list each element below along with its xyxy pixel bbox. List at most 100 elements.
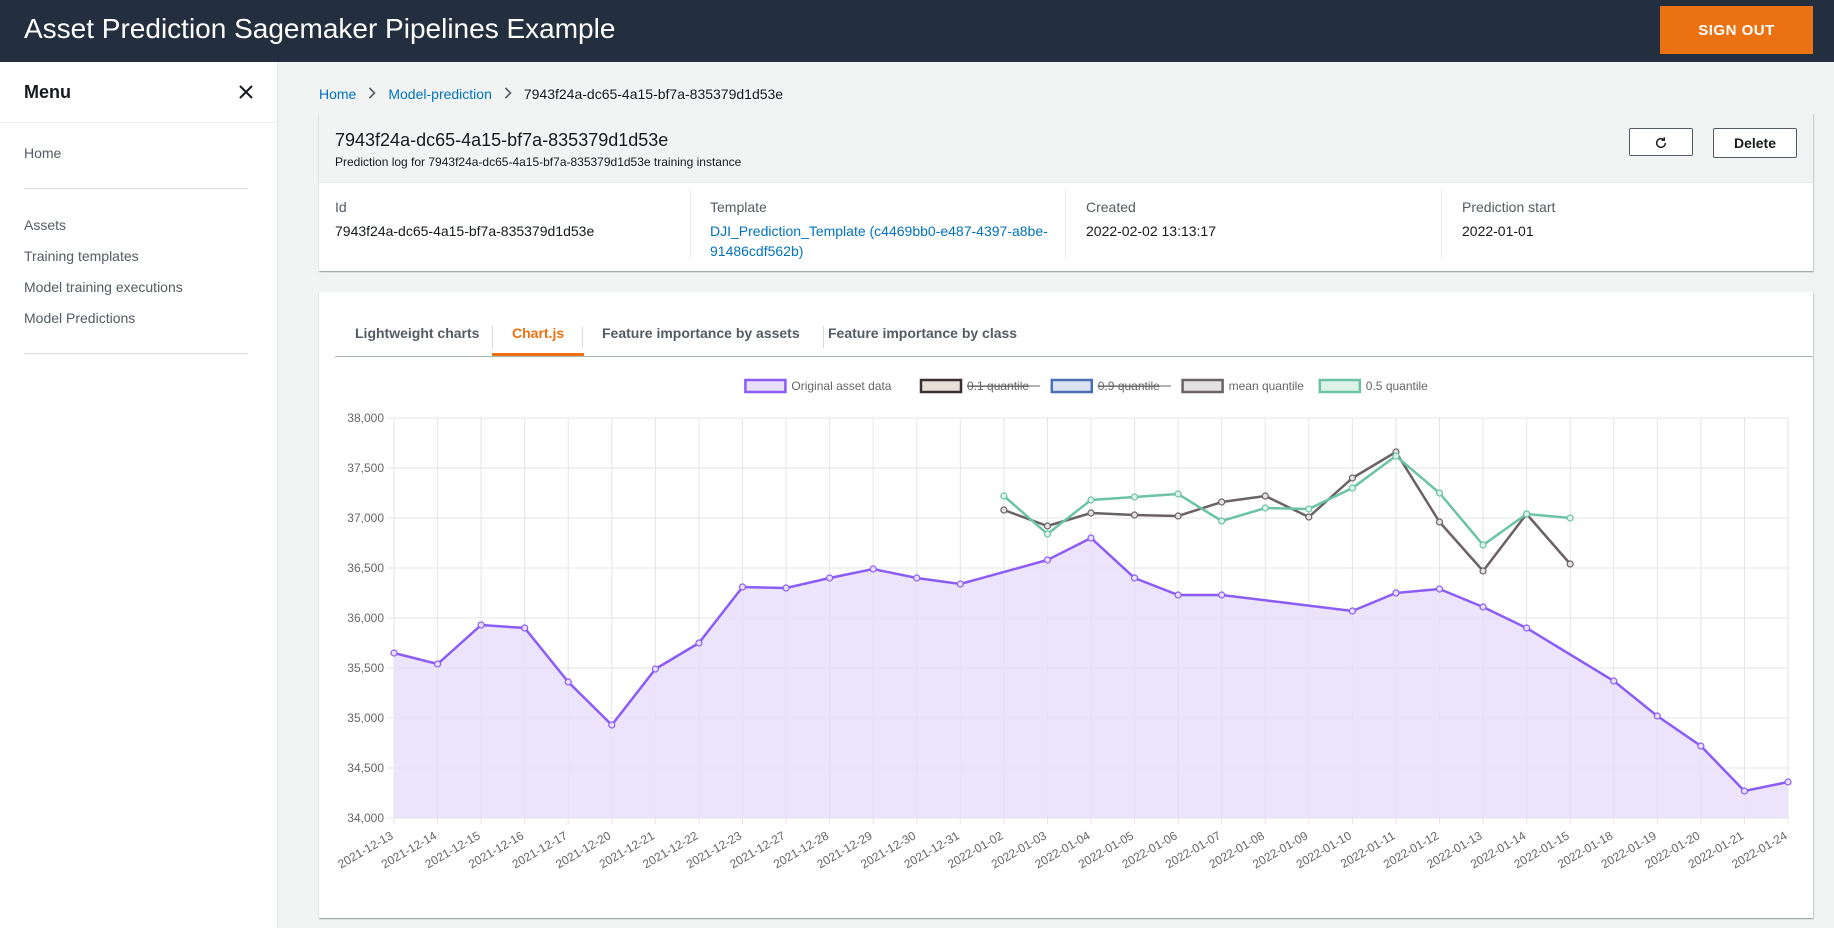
y-tick-label: 35,500 bbox=[347, 661, 384, 675]
data-point bbox=[390, 649, 398, 657]
tab-feature-importance-class[interactable]: Feature importance by class bbox=[828, 325, 1018, 341]
tab-divider bbox=[492, 326, 493, 348]
field-created: Created 2022-02-02 13:13:17 bbox=[1086, 199, 1216, 241]
sidebar-item-model-training-executions[interactable]: Model training executions bbox=[24, 279, 183, 295]
y-tick-label: 34,000 bbox=[347, 811, 384, 825]
legend-label: Original asset data bbox=[791, 379, 891, 393]
legend-swatch bbox=[1181, 378, 1224, 394]
breadcrumb: Home Model-prediction 7943f24a-dc65-4a15… bbox=[319, 84, 783, 104]
nav-divider bbox=[24, 188, 248, 189]
field-prediction-start: Prediction start 2022-01-01 bbox=[1462, 199, 1555, 241]
field-template: Template DJI_Prediction_Template (c4469b… bbox=[710, 199, 1050, 261]
data-point bbox=[956, 580, 964, 588]
data-point bbox=[1479, 567, 1487, 575]
data-point bbox=[826, 574, 834, 582]
data-point bbox=[1218, 498, 1226, 506]
menu-divider bbox=[0, 122, 278, 123]
data-point bbox=[913, 574, 921, 582]
data-point bbox=[695, 639, 703, 647]
tab-underline bbox=[335, 356, 1813, 357]
sidebar-item-assets[interactable]: Assets bbox=[24, 217, 67, 233]
y-tick-label: 36,000 bbox=[347, 611, 384, 625]
data-point bbox=[1000, 506, 1008, 514]
data-point bbox=[1435, 489, 1444, 497]
refresh-icon bbox=[1655, 137, 1667, 149]
y-tick-label: 37,000 bbox=[347, 511, 384, 525]
close-icon[interactable] bbox=[234, 80, 258, 104]
nav-divider bbox=[24, 353, 248, 354]
data-point bbox=[1000, 492, 1008, 500]
sidebar: Menu Home Assets Training templates Mode… bbox=[0, 62, 278, 928]
column-divider bbox=[690, 189, 691, 259]
sign-out-button[interactable]: SIGN OUT bbox=[1660, 6, 1813, 54]
legend-swatch bbox=[919, 378, 963, 394]
data-point bbox=[1784, 778, 1792, 786]
sidebar-item-training-templates[interactable]: Training templates bbox=[24, 248, 139, 264]
data-point bbox=[1348, 474, 1356, 482]
data-point bbox=[521, 624, 529, 632]
delete-button[interactable]: Delete bbox=[1713, 128, 1797, 158]
top-bar: Asset Prediction Sagemaker Pipelines Exa… bbox=[0, 0, 1834, 62]
y-tick-label: 38,000 bbox=[347, 411, 384, 425]
data-point bbox=[1261, 504, 1269, 512]
chart-card: Lightweight charts Chart.js Feature impo… bbox=[319, 292, 1813, 918]
data-point bbox=[1043, 556, 1052, 564]
legend-swatch bbox=[744, 378, 787, 394]
tab-chartjs[interactable]: Chart.js bbox=[492, 316, 585, 356]
data-point bbox=[1348, 484, 1356, 492]
tab-feature-importance-assets[interactable]: Feature importance by assets bbox=[602, 325, 800, 341]
data-point bbox=[1218, 591, 1226, 599]
data-point bbox=[1523, 510, 1531, 518]
chevron-right-icon bbox=[504, 86, 512, 102]
template-link[interactable]: DJI_Prediction_Template (c4469bb0-e487-4… bbox=[710, 223, 1048, 259]
data-point bbox=[608, 721, 616, 729]
data-point bbox=[1566, 560, 1574, 568]
data-point bbox=[782, 584, 790, 592]
legend-label: mean quantile bbox=[1229, 379, 1305, 393]
data-point bbox=[1479, 541, 1487, 549]
data-point bbox=[1523, 624, 1531, 632]
sidebar-item-home[interactable]: Home bbox=[24, 145, 62, 161]
chevron-right-icon bbox=[368, 86, 376, 102]
data-point bbox=[1566, 514, 1574, 522]
data-point bbox=[1174, 591, 1182, 599]
instance-subtitle: Prediction log for 7943f24a-dc65-4a15-bf… bbox=[335, 155, 742, 169]
app-title: Asset Prediction Sagemaker Pipelines Exa… bbox=[24, 13, 616, 44]
legend-swatch bbox=[1050, 378, 1094, 394]
breadcrumb-model-prediction[interactable]: Model-prediction bbox=[388, 86, 492, 102]
data-point bbox=[1740, 787, 1749, 795]
refresh-button[interactable] bbox=[1629, 128, 1693, 156]
data-point bbox=[1218, 517, 1226, 525]
field-label: Prediction start bbox=[1462, 199, 1556, 215]
series-line bbox=[1003, 450, 1572, 573]
column-divider bbox=[1441, 189, 1442, 259]
data-point bbox=[651, 665, 659, 673]
data-point bbox=[1130, 493, 1139, 501]
data-point bbox=[1348, 607, 1356, 615]
breadcrumb-home[interactable]: Home bbox=[319, 86, 357, 102]
menu-title: Menu bbox=[24, 82, 71, 102]
data-point bbox=[1653, 712, 1661, 720]
data-point bbox=[1087, 534, 1095, 542]
data-point bbox=[1392, 452, 1400, 460]
y-tick-label: 37,500 bbox=[347, 461, 384, 475]
tab-divider bbox=[823, 326, 824, 348]
series-area bbox=[394, 538, 1788, 818]
card-header: 7943f24a-dc65-4a15-bf7a-835379d1d53e Pre… bbox=[319, 113, 1813, 183]
y-tick-label: 36,500 bbox=[347, 561, 384, 575]
data-point bbox=[1479, 603, 1487, 611]
field-value: 7943f24a-dc65-4a15-bf7a-835379d1d53e bbox=[335, 223, 595, 239]
field-label: Created bbox=[1086, 199, 1136, 215]
tab-lightweight-charts[interactable]: Lightweight charts bbox=[355, 325, 480, 341]
data-point bbox=[1435, 585, 1444, 593]
data-point bbox=[1130, 511, 1139, 519]
data-point bbox=[477, 621, 485, 629]
data-point bbox=[1435, 518, 1444, 526]
data-point bbox=[1174, 512, 1182, 520]
sidebar-item-model-predictions[interactable]: Model Predictions bbox=[24, 310, 136, 326]
data-point bbox=[1087, 509, 1095, 517]
field-value: 2022-01-01 bbox=[1462, 223, 1534, 239]
y-tick-label: 35,000 bbox=[347, 711, 384, 725]
tab-divider bbox=[582, 326, 583, 348]
data-point bbox=[1392, 589, 1400, 597]
